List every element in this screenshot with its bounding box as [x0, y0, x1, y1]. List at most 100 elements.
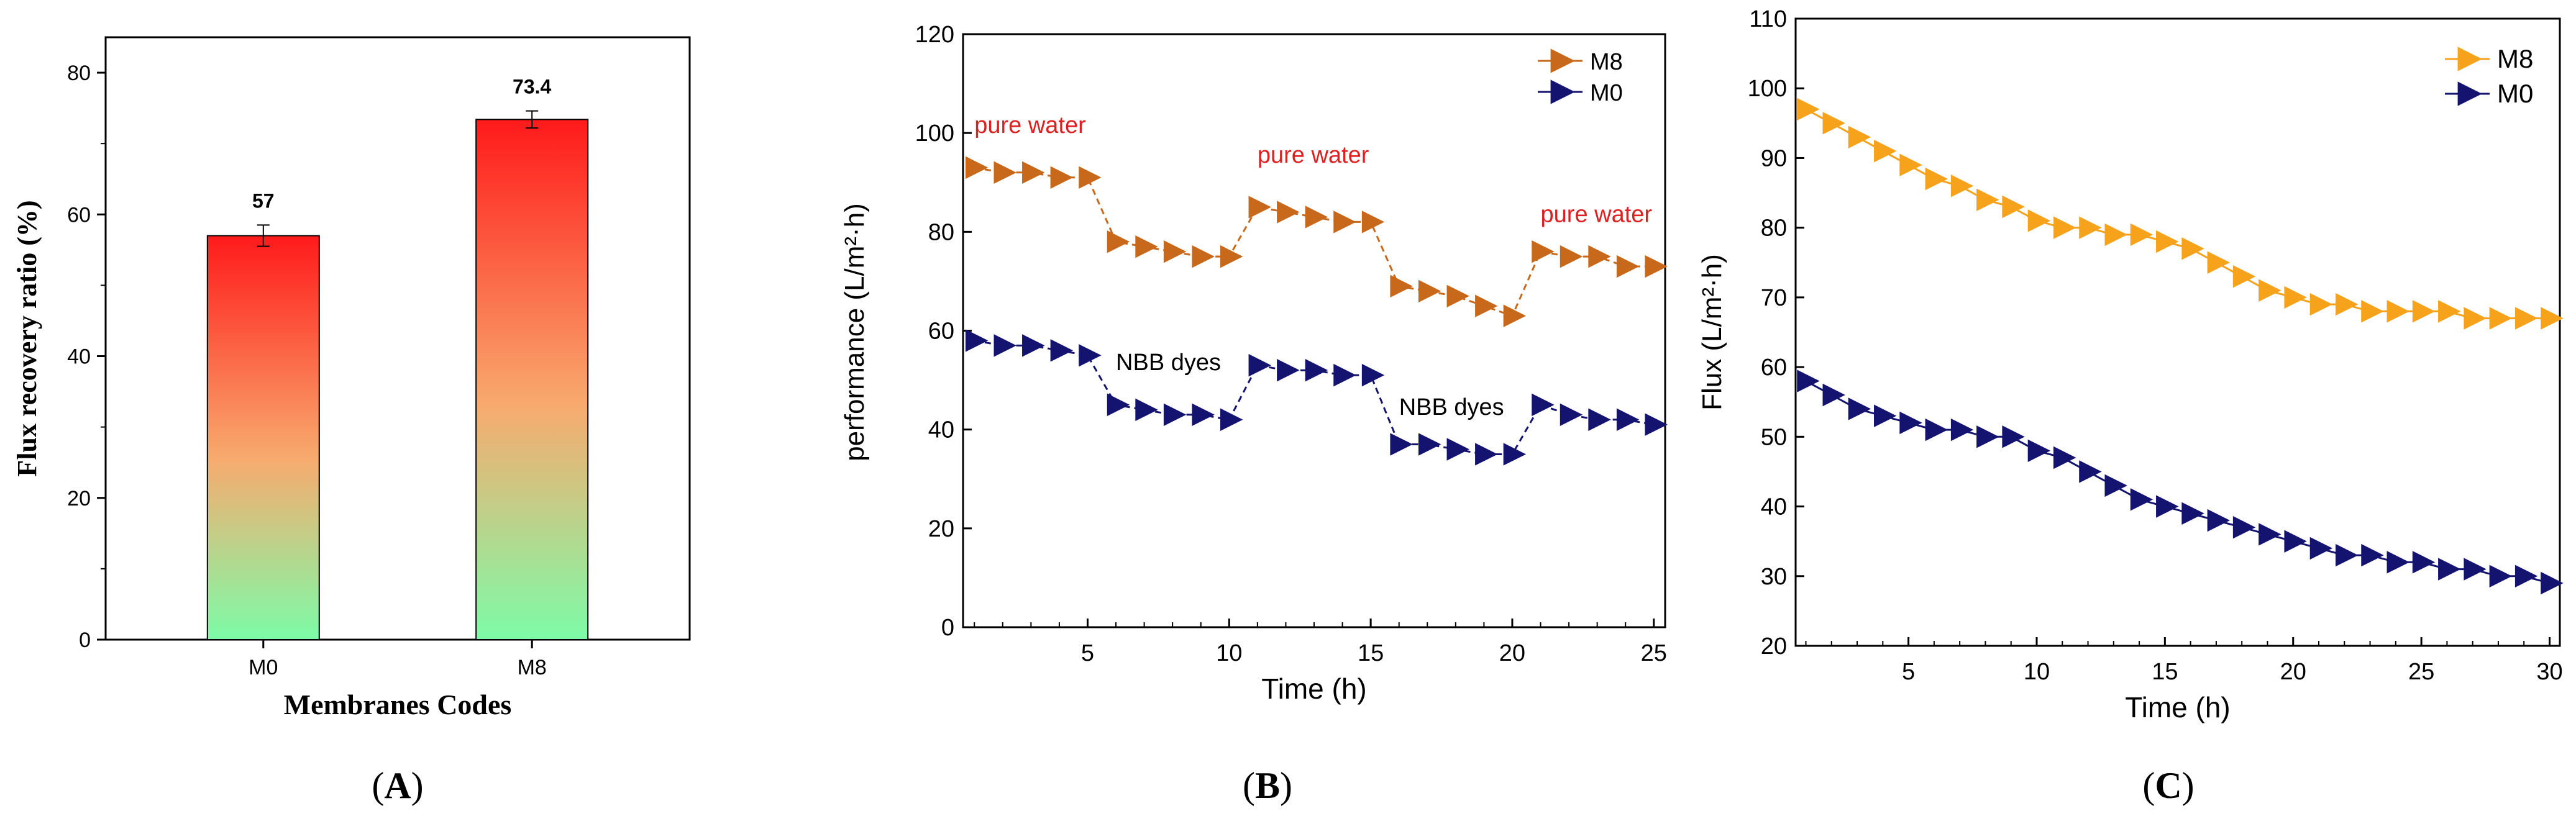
data-point-M8 — [2104, 223, 2127, 247]
y-tick-label: 70 — [1761, 285, 1787, 311]
data-point-M0 — [1135, 398, 1158, 422]
data-point-M8 — [1588, 245, 1611, 268]
y-tick-label: 20 — [928, 516, 954, 542]
x-tick-label: 25 — [1641, 640, 1667, 666]
data-point-M8 — [1248, 196, 1271, 219]
panel-c-plot-frame — [1794, 17, 2561, 647]
legend-label-M0: M0 — [2497, 79, 2533, 108]
x-tick-label: 10 — [1216, 640, 1242, 666]
panel-a-label: (A) — [372, 765, 423, 806]
data-point-M0 — [2541, 571, 2564, 595]
data-point-M8 — [1333, 211, 1356, 233]
data-point-M0 — [1022, 334, 1045, 357]
y-tick-label: 60 — [928, 319, 954, 345]
data-point-M8 — [1390, 274, 1413, 298]
y-tick-label: 100 — [915, 120, 954, 147]
data-point-M8 — [1503, 304, 1527, 327]
panel-b-label: (B) — [1243, 765, 1292, 806]
data-point-M8 — [1645, 255, 1668, 278]
y-tick-label: 60 — [1761, 355, 1787, 381]
data-point-M0 — [1532, 393, 1555, 417]
data-point-M8 — [2361, 300, 2384, 323]
panel-a-ylabel: Flux recovery ratio (%) — [12, 200, 42, 476]
data-point-M8 — [1022, 161, 1045, 184]
data-point-M8 — [1532, 240, 1555, 263]
bar-M8 — [475, 119, 589, 640]
data-point-M0 — [993, 334, 1016, 357]
data-point-M0 — [2386, 551, 2409, 574]
data-point-M8 — [2027, 209, 2051, 232]
data-point-M0 — [2361, 543, 2384, 567]
legend-label-M8: M8 — [1590, 49, 1623, 75]
data-point-M0 — [2259, 523, 2281, 546]
data-point-M8 — [2284, 286, 2307, 309]
x-tick-label: 5 — [1902, 659, 1915, 685]
x-tick-label: M8 — [518, 656, 547, 679]
data-point-M8 — [2181, 237, 2204, 260]
y-tick-label: 40 — [928, 417, 954, 443]
data-label-M8: 73.4 — [513, 76, 551, 98]
y-tick-label: 20 — [67, 487, 91, 510]
data-point-M8 — [1305, 206, 1328, 229]
data-point-M0 — [1950, 418, 1974, 442]
data-point-M0 — [1305, 358, 1328, 382]
data-point-M8 — [1899, 153, 1922, 176]
panel-b-line-chart: 0 20 40 60 80 100 120 5 10 15 20 25 M8 M0 pure water pu… — [839, 22, 1668, 806]
y-tick-label: 110 — [1749, 6, 1787, 32]
series-line-M8 — [1805, 108, 2550, 320]
data-point-M0 — [1848, 397, 1871, 420]
data-point-M8 — [2259, 279, 2281, 302]
x-tick-label: 20 — [2280, 659, 2306, 685]
data-point-M0 — [2335, 543, 2359, 567]
data-point-M8 — [2309, 292, 2333, 316]
panel-b-xlabel: Time (h) — [1261, 673, 1367, 705]
data-point-M0 — [1277, 358, 1300, 382]
x-tick-label: 30 — [2536, 659, 2562, 685]
y-tick-label: 80 — [928, 219, 954, 245]
data-point-M0 — [1418, 433, 1441, 456]
data-point-M0 — [1079, 344, 1102, 367]
data-point-M8 — [2464, 307, 2487, 330]
data-point-M0 — [2156, 495, 2179, 518]
data-point-M0 — [1616, 408, 1640, 431]
y-tick-label: 90 — [1761, 145, 1787, 171]
data-point-M0 — [1248, 354, 1271, 377]
data-point-M8 — [1361, 211, 1385, 233]
data-point-M0 — [1874, 404, 1897, 427]
data-point-M0 — [1333, 363, 1356, 387]
legend-label-M0: M0 — [1590, 80, 1623, 106]
data-point-M0 — [2464, 558, 2487, 581]
data-point-M8 — [1277, 201, 1300, 224]
data-point-M0 — [1899, 411, 1922, 435]
data-point-M0 — [1192, 403, 1215, 426]
data-point-M0 — [1446, 438, 1469, 461]
data-point-M0 — [1797, 369, 1820, 392]
data-point-M8 — [1976, 188, 1999, 211]
data-point-M8 — [1797, 97, 1820, 121]
x-tick-label: 5 — [1081, 640, 1094, 666]
data-point-M0 — [2002, 425, 2025, 448]
data-point-M8 — [1079, 166, 1102, 189]
legend-marker-M0 — [2457, 81, 2482, 106]
data-point-M8 — [2002, 195, 2025, 219]
data-point-M8 — [1220, 245, 1243, 268]
data-point-M8 — [2541, 307, 2564, 330]
x-tick-label: 10 — [2024, 659, 2050, 685]
annotation-label: pure water — [1541, 201, 1653, 227]
data-point-M8 — [1616, 255, 1640, 278]
data-point-M8 — [2412, 300, 2436, 323]
data-point-M0 — [1925, 418, 1948, 442]
data-point-M0 — [1475, 443, 1498, 466]
x-tick-label: 20 — [1499, 640, 1525, 666]
data-point-M8 — [2335, 292, 2359, 316]
legend-label-M8: M8 — [2497, 44, 2533, 73]
panel-c-line-chart: 20 30 40 50 60 70 80 90 100 110 5 10 15 20 25 30 M8 M0 Fl… — [1697, 6, 2564, 806]
data-point-M0 — [1107, 393, 1130, 417]
data-point-M8 — [1446, 284, 1469, 307]
data-point-M8 — [1163, 240, 1187, 263]
data-point-M8 — [2130, 223, 2154, 247]
data-point-M8 — [2489, 307, 2513, 330]
data-point-M0 — [2232, 516, 2256, 539]
data-point-M0 — [2207, 509, 2231, 532]
